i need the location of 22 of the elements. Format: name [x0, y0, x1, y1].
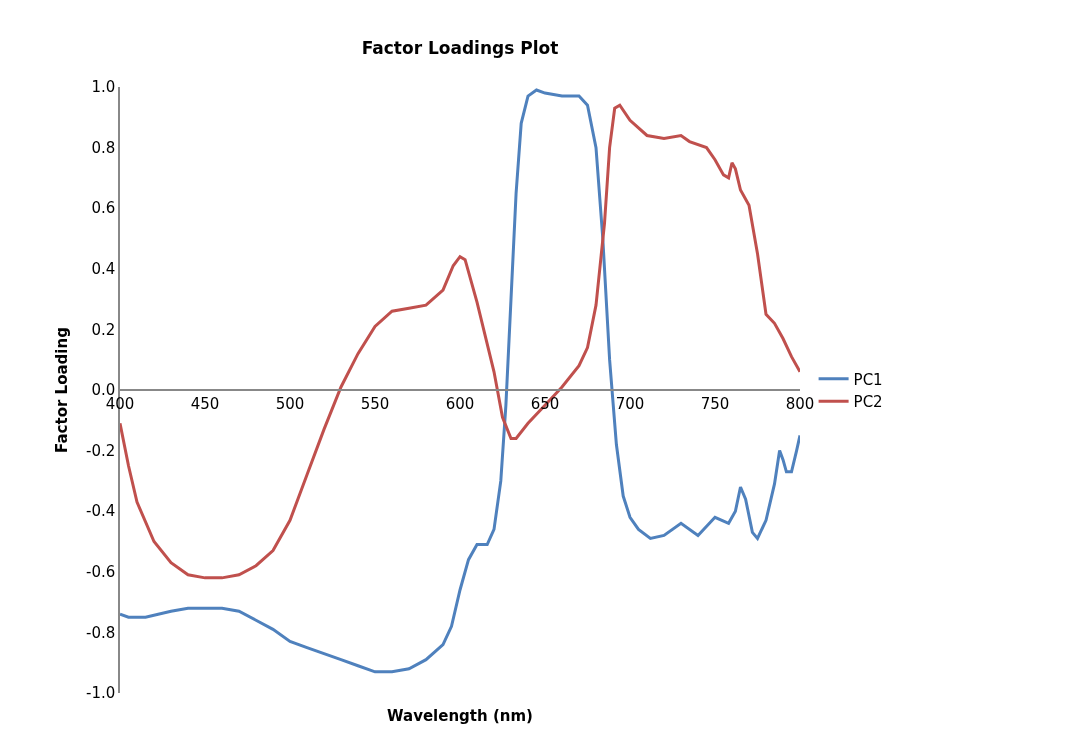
y-tick-label: -0.6: [85, 563, 116, 582]
x-tick-label: 700: [615, 394, 645, 413]
y-tick-label: 0.4: [91, 260, 116, 279]
x-tick-label: 500: [275, 394, 305, 413]
y-tick-label: -1.0: [85, 684, 116, 703]
y-tick-label: -0.8: [85, 623, 116, 642]
x-axis-title: Wavelength (nm): [387, 707, 533, 725]
x-tick-label: 800: [785, 394, 815, 413]
x-tick-label: 450: [190, 394, 220, 413]
chart-title: Factor Loadings Plot: [361, 38, 559, 59]
x-tick-label: 600: [445, 394, 475, 413]
y-tick-label: 1.0: [91, 78, 116, 97]
y-tick-label: 0.2: [91, 320, 116, 339]
y-tick-label: 0.8: [91, 138, 116, 157]
x-tick-label: 750: [700, 394, 730, 413]
y-tick-label: -0.2: [85, 441, 116, 460]
legend-label: PC1: [853, 370, 883, 389]
y-axis-title: Factor Loading: [52, 327, 71, 453]
y-tick-label: -0.4: [85, 502, 116, 521]
legend-label: PC2: [853, 393, 883, 412]
x-tick-label: 550: [360, 394, 390, 413]
y-tick-label: 0.6: [91, 199, 116, 218]
